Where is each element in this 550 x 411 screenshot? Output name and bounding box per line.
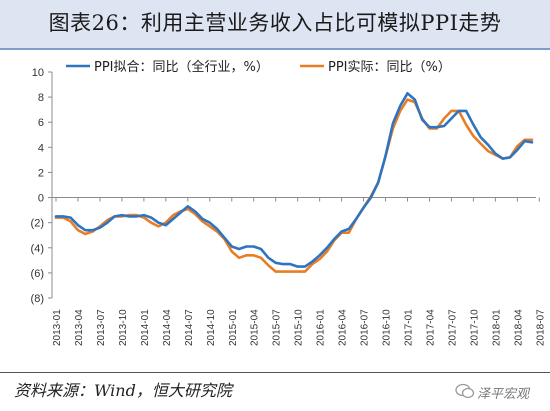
x-tick-label: 2017-04	[425, 309, 436, 346]
series-line-1	[54, 98, 534, 273]
series-line-0	[54, 91, 534, 268]
x-tick-label: 2015-10	[294, 309, 305, 346]
x-tick-label: 2014-10	[206, 309, 217, 346]
y-axis: 10 8 6 4 2 0 (2) (4) (6) (8)	[31, 67, 53, 305]
x-tick-label: 2014-01	[140, 309, 151, 346]
page-title: 图表26：利用主营业务收入占比可模拟PPI走势	[48, 11, 502, 35]
chat-bubble-icon	[455, 383, 475, 399]
x-tick-label: 2018-01	[491, 309, 502, 346]
y-tick-label: 2	[38, 167, 44, 179]
x-tick-label: 2013-10	[118, 309, 129, 346]
title-bar	[0, 0, 550, 48]
x-axis: 2013-01 2013-04 2013-07 2013-10 2014-01 2014-…	[52, 197, 546, 346]
x-tick-label: 2016-10	[382, 309, 393, 346]
x-tick-label: 2013-07	[96, 309, 107, 346]
x-tick-label: 2018-04	[513, 309, 524, 346]
x-tick-label: 2016-01	[316, 309, 327, 346]
x-tick-label: 2014-07	[184, 309, 195, 346]
x-tick-label: 2013-01	[52, 309, 63, 346]
x-tick-label: 2015-04	[250, 309, 261, 346]
source-note: 资料来源：Wind，恒大研究院	[14, 381, 232, 400]
x-tick-label: 2017-10	[469, 309, 480, 346]
x-tick-label: 2014-04	[162, 309, 173, 346]
y-tick-label: (8)	[31, 293, 44, 305]
y-tick-label: (2)	[31, 218, 44, 230]
legend-label-0: PPI拟合：同比（全行业，%）	[94, 59, 269, 75]
y-tick-label: (4)	[31, 243, 44, 255]
y-tick-label: (6)	[31, 268, 44, 280]
legend: PPI拟合：同比（全行业，%） PPI实际：同比（%）	[66, 59, 451, 75]
footer-divider	[0, 372, 550, 373]
x-tick-label: 2015-07	[272, 309, 283, 346]
x-tick-label: 2013-04	[74, 309, 85, 346]
y-tick-label: 8	[38, 92, 44, 104]
watermark-text: 泽平宏观	[477, 387, 530, 402]
x-tick-label: 2016-07	[360, 309, 371, 346]
title-divider	[0, 48, 550, 50]
y-tick-label: 0	[38, 193, 44, 205]
x-tick-label: 2016-04	[338, 309, 349, 346]
legend-label-1: PPI实际：同比（%）	[328, 60, 451, 75]
x-tick-label: 2018-07	[535, 309, 546, 346]
y-tick-label: 10	[32, 67, 44, 79]
x-tick-label: 2017-07	[447, 309, 458, 346]
x-tick-label: 2015-01	[228, 309, 239, 346]
y-tick-label: 4	[38, 142, 44, 154]
series-layer	[54, 91, 534, 273]
y-tick-label: 6	[38, 117, 44, 129]
x-tick-label: 2017-01	[404, 309, 415, 346]
watermark: 泽平宏观	[455, 381, 547, 403]
